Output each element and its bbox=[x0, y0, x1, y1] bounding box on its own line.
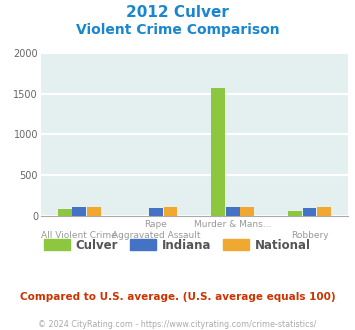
Bar bbox=[164, 207, 178, 216]
Text: Robbery: Robbery bbox=[291, 231, 328, 240]
Text: Murder & Mans...: Murder & Mans... bbox=[194, 220, 272, 229]
Bar bbox=[302, 208, 316, 216]
Text: © 2024 CityRating.com - https://www.cityrating.com/crime-statistics/: © 2024 CityRating.com - https://www.city… bbox=[38, 320, 317, 329]
Text: Rape: Rape bbox=[144, 220, 168, 229]
Bar bbox=[72, 207, 86, 216]
Bar bbox=[149, 208, 163, 216]
Bar bbox=[288, 211, 302, 216]
Bar bbox=[317, 207, 331, 216]
Legend: Culver, Indiana, National: Culver, Indiana, National bbox=[39, 234, 316, 256]
Bar bbox=[211, 88, 225, 216]
Text: Compared to U.S. average. (U.S. average equals 100): Compared to U.S. average. (U.S. average … bbox=[20, 292, 335, 302]
Text: All Violent Crime: All Violent Crime bbox=[41, 231, 117, 240]
Text: 2012 Culver: 2012 Culver bbox=[126, 5, 229, 20]
Text: Aggravated Assault: Aggravated Assault bbox=[112, 231, 200, 240]
Bar bbox=[226, 207, 240, 216]
Text: Violent Crime Comparison: Violent Crime Comparison bbox=[76, 23, 279, 37]
Bar bbox=[87, 207, 101, 216]
Bar bbox=[58, 209, 72, 216]
Bar bbox=[240, 207, 254, 216]
